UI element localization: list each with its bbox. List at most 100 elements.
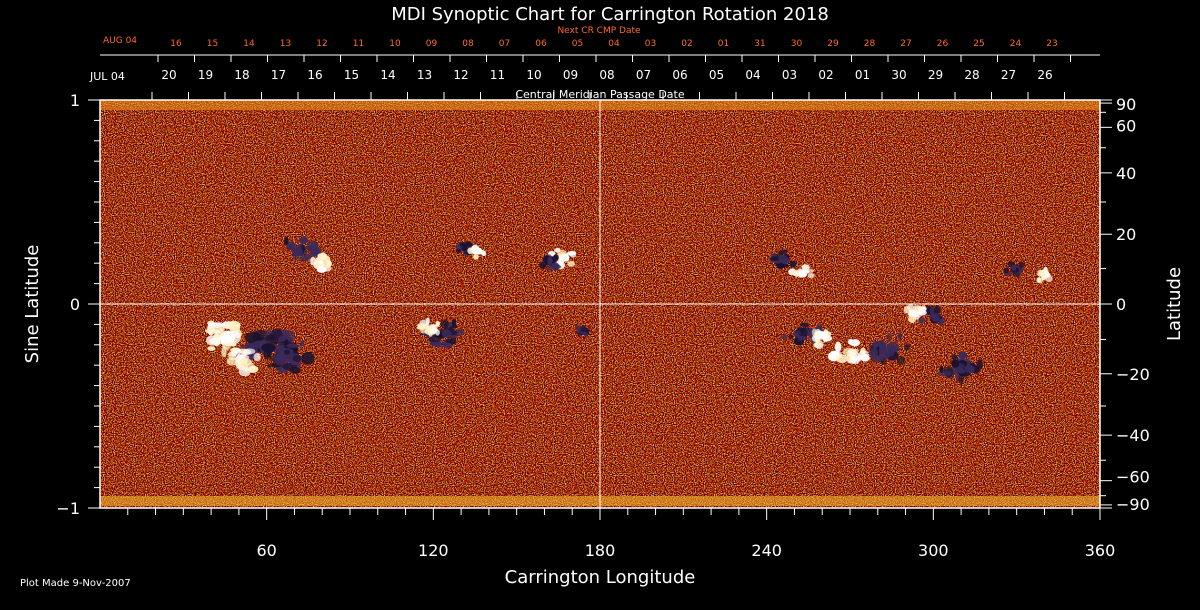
- negative-flux-patch: [930, 313, 938, 319]
- positive-flux-patch: [435, 320, 440, 327]
- next-cr-date-label: 10: [389, 39, 401, 49]
- negative-flux-patch: [292, 355, 302, 363]
- negative-flux-patch: [281, 330, 296, 343]
- positive-flux-patch: [209, 337, 225, 345]
- y-right-tick-label: 60: [1116, 116, 1136, 135]
- positive-flux-patch: [858, 350, 869, 359]
- cmp-date-label: 30: [891, 68, 906, 82]
- negative-flux-patch: [796, 330, 801, 335]
- negative-flux-patch: [440, 319, 449, 330]
- next-cr-date-label: 02: [681, 39, 692, 49]
- positive-flux-patch: [569, 250, 577, 258]
- negative-flux-patch: [958, 351, 967, 360]
- negative-flux-patch: [550, 262, 560, 271]
- positive-flux-patch: [1044, 270, 1049, 277]
- y-axis-label-right: Latitude: [1164, 267, 1185, 341]
- negative-flux-patch: [778, 254, 788, 263]
- next-cr-date-label: 23: [1046, 39, 1057, 49]
- left-axis: 1 0 −1: [56, 91, 100, 518]
- negative-flux-patch: [951, 354, 958, 360]
- bottom-axis: 60 120 180 240 300 360: [127, 508, 1116, 560]
- negative-flux-patch: [1012, 266, 1017, 272]
- negative-flux-patch: [266, 334, 276, 342]
- negative-flux-patch: [583, 331, 589, 338]
- negative-flux-patch: [789, 334, 793, 339]
- cmp-date-label: 20: [161, 68, 176, 82]
- negative-flux-patch: [306, 240, 319, 251]
- positive-flux-patch: [834, 341, 842, 352]
- cmp-date-label: 01: [855, 68, 870, 82]
- positive-flux-patch: [315, 256, 326, 262]
- next-cr-date-label: 16: [170, 39, 182, 49]
- next-cr-date-label: 06: [535, 39, 547, 49]
- positive-flux-patch: [811, 328, 817, 337]
- next-cr-date-label: 08: [462, 39, 474, 49]
- negative-flux-patch: [441, 329, 452, 338]
- negative-flux-patch: [461, 246, 468, 251]
- cmp-date-label: 14: [380, 68, 395, 82]
- next-cr-label: Next CR CMP Date: [557, 26, 641, 36]
- positive-flux-patch: [247, 362, 256, 373]
- cmp-date-label: 12: [453, 68, 468, 82]
- negative-flux-patch: [263, 350, 271, 359]
- y-axis-label-left: Sine Latitude: [22, 245, 43, 364]
- positive-flux-patch: [229, 341, 237, 347]
- negative-flux-patch: [291, 247, 303, 256]
- negative-flux-patch: [929, 306, 935, 316]
- y-right-tick-label: −60: [1116, 468, 1150, 487]
- positive-flux-patch: [234, 348, 242, 355]
- positive-flux-patch: [425, 325, 433, 331]
- next-cr-date-label: 25: [973, 39, 984, 49]
- positive-flux-patch: [909, 308, 914, 314]
- negative-flux-patch: [299, 236, 308, 244]
- negative-flux-patch: [286, 343, 300, 348]
- next-cr-date-label: 07: [499, 39, 510, 49]
- cmp-date-label: 19: [198, 68, 213, 82]
- negative-flux-patch: [240, 344, 246, 349]
- negative-flux-patch: [878, 346, 887, 355]
- y-right-tick-label: −20: [1116, 365, 1150, 384]
- cmp-date-label: 17: [271, 68, 286, 82]
- positive-flux-patch: [908, 315, 917, 324]
- next-cr-date-label: 05: [572, 39, 583, 49]
- y-left-tick-label: 0: [70, 295, 80, 314]
- cmp-date-label: 03: [782, 68, 797, 82]
- positive-flux-patch: [219, 325, 225, 337]
- positive-flux-patch: [903, 306, 911, 314]
- negative-flux-patch: [887, 333, 892, 342]
- positive-flux-patch: [473, 254, 479, 260]
- x-tick-label: 120: [418, 541, 449, 560]
- next-cr-date-labels: 16 15 14 13 12 11 10 09 08 07 06 05 04 03 02 01 31 30 29 28…: [170, 39, 1057, 49]
- positive-flux-patch: [797, 272, 807, 278]
- x-tick-label: 180: [585, 541, 616, 560]
- next-cr-date-label: 12: [316, 39, 327, 49]
- negative-flux-patch: [283, 237, 289, 246]
- cmp-date-label: 09: [563, 68, 578, 82]
- negative-flux-patch: [580, 327, 588, 332]
- negative-flux-patch: [287, 241, 296, 251]
- cmp-date-label: 04: [745, 68, 760, 82]
- negative-flux-patch: [284, 349, 291, 355]
- negative-flux-patch: [770, 256, 780, 262]
- positive-flux-patch: [849, 339, 861, 347]
- next-cr-date-label: 04: [608, 39, 620, 49]
- negative-flux-patch: [464, 241, 473, 248]
- next-cr-date-label: 27: [900, 39, 911, 49]
- y-left-tick-label: −1: [56, 499, 80, 518]
- cmp-date-label: 08: [599, 68, 614, 82]
- negative-flux-patch: [261, 343, 276, 353]
- cmp-date-labels: 20 19 18 17 16 15 14 13 12 11 10 09 08 07 06 05 04 03 02 01…: [161, 68, 1052, 82]
- next-cr-ticks: [157, 55, 1071, 62]
- x-tick-label: 360: [1085, 541, 1116, 560]
- negative-flux-patch: [275, 356, 285, 366]
- negative-flux-patch: [780, 263, 789, 268]
- positive-flux-patch: [229, 330, 241, 344]
- positive-flux-patch: [807, 272, 815, 279]
- next-cr-date-label: 24: [1010, 39, 1022, 49]
- cmp-date-label: 07: [636, 68, 651, 82]
- negative-flux-patch: [778, 249, 788, 255]
- negative-flux-patch: [789, 260, 797, 268]
- negative-flux-patch: [896, 356, 906, 365]
- positive-flux-patch: [801, 264, 808, 269]
